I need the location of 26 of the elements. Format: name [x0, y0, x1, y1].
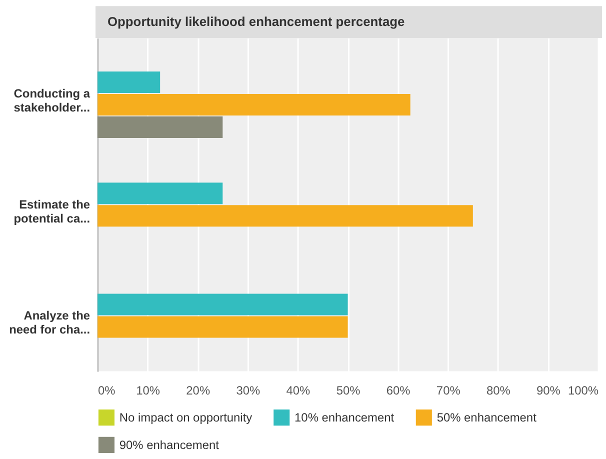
x-tick-label: 80%	[486, 384, 511, 398]
x-tick-label: 100%	[568, 384, 599, 398]
bar	[98, 94, 410, 116]
y-tick-label: Estimate the potential ca...	[14, 198, 90, 226]
x-tick-label: 10%	[136, 384, 160, 398]
x-tick-label: 90%	[536, 384, 561, 398]
x-tick-label: 50%	[336, 384, 361, 398]
x-tick-label: 40%	[286, 384, 311, 398]
x-tick-label: 30%	[236, 384, 260, 398]
legend-label: 10% enhancement	[294, 410, 395, 425]
bar	[98, 205, 473, 227]
bar	[98, 72, 160, 94]
x-tick-label: 20%	[186, 384, 210, 398]
bar	[98, 182, 223, 204]
y-tick-label: Conducting a stakeholder...	[14, 86, 90, 114]
bar	[98, 294, 348, 316]
bar	[98, 116, 223, 138]
x-tick-label: 70%	[436, 384, 461, 398]
legend-label: 50% enhancement	[436, 410, 538, 425]
legend-label: No impact on opportunity	[119, 410, 252, 425]
bar	[98, 316, 348, 338]
x-tick-label: 60%	[386, 384, 411, 398]
x-tick-label: 0%	[98, 384, 116, 398]
legend-label: 90% enhancement	[119, 438, 220, 452]
y-tick-label: Analyze the need for cha...	[9, 308, 90, 337]
chart-title: Opportunity likelihood enhancement percentage	[107, 14, 405, 30]
